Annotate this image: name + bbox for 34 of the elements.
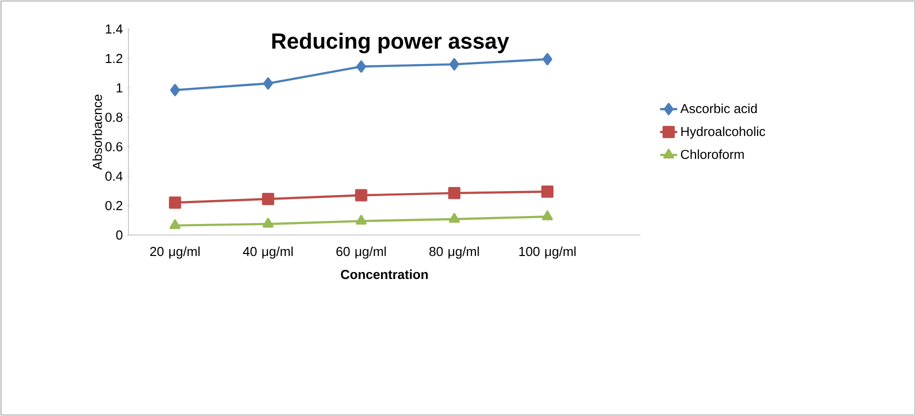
point xyxy=(542,53,552,66)
point xyxy=(262,218,274,228)
y-tick-label: 1 xyxy=(116,83,122,92)
y-tick-label: 0.8 xyxy=(105,112,122,122)
point xyxy=(355,189,368,202)
chart-title: Reducing power assay xyxy=(272,32,510,54)
y-tick-label: 1.2 xyxy=(106,54,122,63)
y-tick-label: 0.4 xyxy=(105,172,123,181)
x-tick-label: 80 μg/ml xyxy=(429,246,479,259)
point xyxy=(168,196,182,209)
point xyxy=(356,60,366,73)
point xyxy=(542,210,553,220)
point xyxy=(262,192,274,206)
y-tick-label: 0.2 xyxy=(105,200,122,210)
x-tick-label: 40 μg/ml xyxy=(242,246,293,259)
legend-label: Ascorbic acid xyxy=(680,104,757,114)
point xyxy=(448,213,460,223)
point xyxy=(170,219,180,230)
point xyxy=(170,84,180,96)
point xyxy=(449,58,460,70)
y-tick-label: 0 xyxy=(116,230,122,240)
x-tick-label: 60 μg/ml xyxy=(336,246,386,259)
point xyxy=(448,186,460,200)
x-axis-title: Concentration xyxy=(340,270,428,280)
y-axis-title: Absorbacnce xyxy=(92,94,102,170)
point xyxy=(263,77,273,90)
x-tick-label: 20 μg/ml xyxy=(150,246,200,259)
x-tick-label: 100 μg/ml xyxy=(519,246,576,259)
y-tick-label: 1.4 xyxy=(106,24,123,34)
legend-label: Chloroform xyxy=(680,149,744,160)
y-tick-label: 0.6 xyxy=(105,142,122,152)
point xyxy=(356,214,367,225)
point xyxy=(541,186,554,198)
legend-label: Hydroalcoholic xyxy=(681,126,766,139)
